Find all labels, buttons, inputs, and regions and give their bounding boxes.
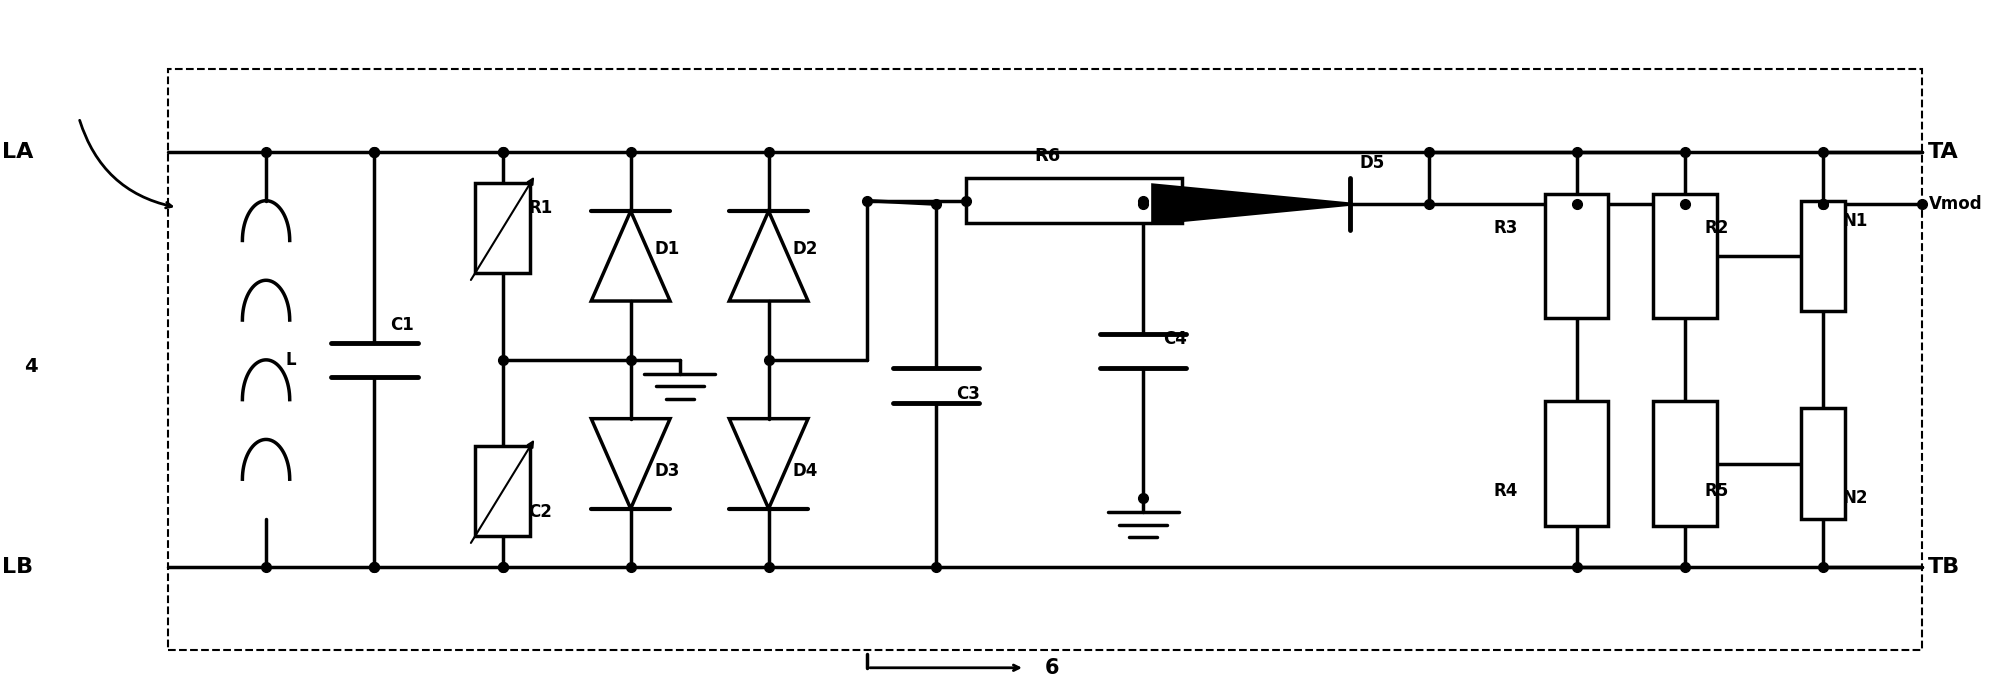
Text: N1: N1: [1843, 212, 1868, 230]
Text: R4: R4: [1494, 482, 1518, 500]
Text: R2: R2: [1705, 219, 1729, 237]
Text: D3: D3: [653, 462, 679, 480]
Bar: [1653, 401, 1717, 526]
Bar: [1801, 201, 1845, 311]
Polygon shape: [1153, 185, 1351, 223]
Bar: [1653, 194, 1717, 318]
Text: C1: C1: [390, 316, 414, 334]
Text: C3: C3: [956, 385, 980, 403]
Bar: [1546, 401, 1608, 526]
Text: D2: D2: [793, 240, 817, 258]
Text: R5: R5: [1705, 482, 1729, 500]
Text: L: L: [285, 351, 297, 369]
Bar: [474, 446, 530, 536]
Text: TB: TB: [1928, 558, 1960, 577]
Bar: [966, 179, 1183, 223]
Text: Vmod: Vmod: [1930, 195, 1982, 213]
Bar: [1801, 408, 1845, 519]
Text: D5: D5: [1361, 154, 1384, 172]
Bar: [474, 183, 530, 273]
Text: LA: LA: [2, 143, 34, 162]
Text: R6: R6: [1034, 147, 1062, 165]
Bar: [1546, 194, 1608, 318]
Text: R1: R1: [528, 199, 552, 217]
Text: R3: R3: [1494, 219, 1518, 237]
Text: N2: N2: [1843, 489, 1868, 507]
Text: 4: 4: [24, 357, 38, 376]
Text: C4: C4: [1163, 330, 1187, 348]
Text: D4: D4: [793, 462, 817, 480]
Text: LB: LB: [2, 558, 34, 577]
Text: C2: C2: [528, 503, 552, 521]
Text: D1: D1: [653, 240, 679, 258]
Text: 6: 6: [1044, 658, 1060, 677]
Text: TA: TA: [1928, 143, 1958, 162]
